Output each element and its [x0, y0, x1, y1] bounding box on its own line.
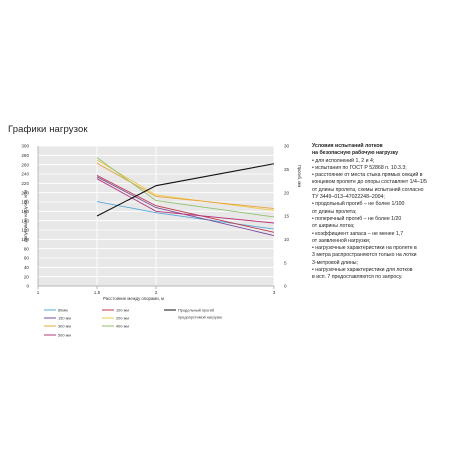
notes-line: ТУ 3449–013–47022248–2004;: [312, 194, 385, 201]
notes-line: концевом пролете до опоры составляет 1/4…: [312, 179, 427, 186]
y-tick-label: 120: [21, 228, 29, 233]
x-tick-label: 1: [37, 290, 40, 295]
y-tick-label: 260: [21, 162, 29, 167]
series-line: [96, 176, 275, 237]
y-tick-label: 240: [21, 172, 29, 177]
notes-line: от длины пролета;: [312, 208, 357, 215]
y2-tick-label: 5: [284, 260, 287, 265]
y2-tick-label: 10: [284, 237, 290, 242]
legend-label: 500 мм: [58, 332, 71, 337]
notes-line: • поперечный прогиб – не более 1/20: [312, 215, 402, 222]
notes-title-line2: на безопасную рабочую нагрузку: [312, 150, 399, 157]
series-line: [96, 157, 275, 218]
notes-line: • нагрузочные характеристики на пролете …: [312, 245, 417, 252]
notes-line: 3 метра распространяются только на лотки: [312, 252, 417, 259]
y-tick-label: 60: [24, 256, 30, 261]
y-tick-label: 280: [21, 153, 29, 158]
notes-line: от ширины лотка;: [312, 223, 355, 230]
y-tick-label: 0: [26, 284, 29, 289]
y-tick-label: 200: [21, 190, 29, 195]
x-tick-label: 3: [273, 290, 276, 295]
page-title: Графики нагрузок: [8, 124, 88, 135]
legend-label: 400 мм: [116, 323, 129, 328]
y-tick-label: 40: [24, 265, 30, 270]
x-tick-label: 2: [155, 290, 158, 295]
y-tick-label: 140: [21, 218, 29, 223]
series-line: [96, 162, 275, 209]
y-tick-label: 160: [21, 209, 29, 214]
y-tick-label: 100: [21, 237, 29, 242]
notes-line: • продольный прогиб – не более 1/100: [312, 201, 405, 208]
legend-label: 300 мм: [58, 323, 71, 328]
notes-line: • для исполнений 1, 2 и 4;: [312, 157, 375, 164]
notes-lines: • для исполнений 1, 2 и 4; • испытания по…: [312, 158, 452, 282]
notes-line: • испытания по ГОСТ Р 52868 п. 10.3.3;: [312, 164, 407, 171]
series-line: [96, 174, 275, 233]
notes-line: от заявленной нагрузки;: [312, 237, 371, 244]
notes-line: от длины пролета, схемы испытаний соглас…: [312, 186, 424, 193]
y-tick-label: 180: [21, 200, 29, 205]
y2-tick-label: 0: [284, 284, 287, 289]
legend-label: 100 мм: [116, 307, 129, 312]
legend-label-line2: предопустимой нагрузке: [178, 314, 222, 319]
notes-line: 3-метровой длины;: [312, 259, 358, 266]
y2-tick-label: 15: [284, 214, 290, 219]
y2-tick-label: 20: [284, 190, 290, 195]
test-conditions-notes: Условия испытаний лотков на безопасную р…: [312, 143, 452, 282]
y2-axis-label: Прогиб, мм: [297, 165, 302, 188]
legend-label: 80мм: [58, 307, 68, 312]
y-tick-label: 80: [24, 246, 30, 251]
y2-tick-label: 25: [284, 167, 290, 172]
notes-title-line1: Условия испытаний лотков: [312, 143, 383, 149]
x-tick-label: 1.5: [94, 290, 101, 295]
notes-line: • нагрузочные характеристики для лотков: [312, 267, 413, 274]
y-tick-label: 220: [21, 181, 29, 186]
chart-legend: 80мм 150 мм 300 мм 500 мм 100 мм 200 мм 400 мм…: [44, 307, 222, 337]
series-line: [96, 163, 275, 217]
plot-area: [37, 145, 275, 287]
y-axis-label: Допустимая нагрузка, кг/м: [23, 190, 28, 242]
y-tick-label: 300: [21, 144, 29, 149]
notes-line: • расстояние от места стыка прямых секци…: [312, 172, 423, 179]
notes-line: в исп. 7 предоставляются по запросу.: [312, 274, 403, 281]
y-tick-label: 20: [24, 274, 30, 279]
notes-line: • коэффициент запаса – не менее 1,7: [312, 230, 404, 237]
series-line: [96, 178, 275, 224]
y2-tick-label: 30: [284, 144, 290, 149]
legend-label: Продольный прогиб: [178, 307, 215, 312]
legend-label: 200 мм: [116, 315, 129, 320]
chart-axes: 0204060801001201401601802002202402602803…: [21, 144, 302, 301]
legend-label: 150 мм: [58, 315, 71, 320]
x-axis-label: Расстояние между опорами, м: [103, 296, 164, 301]
chart-series: [96, 157, 275, 237]
